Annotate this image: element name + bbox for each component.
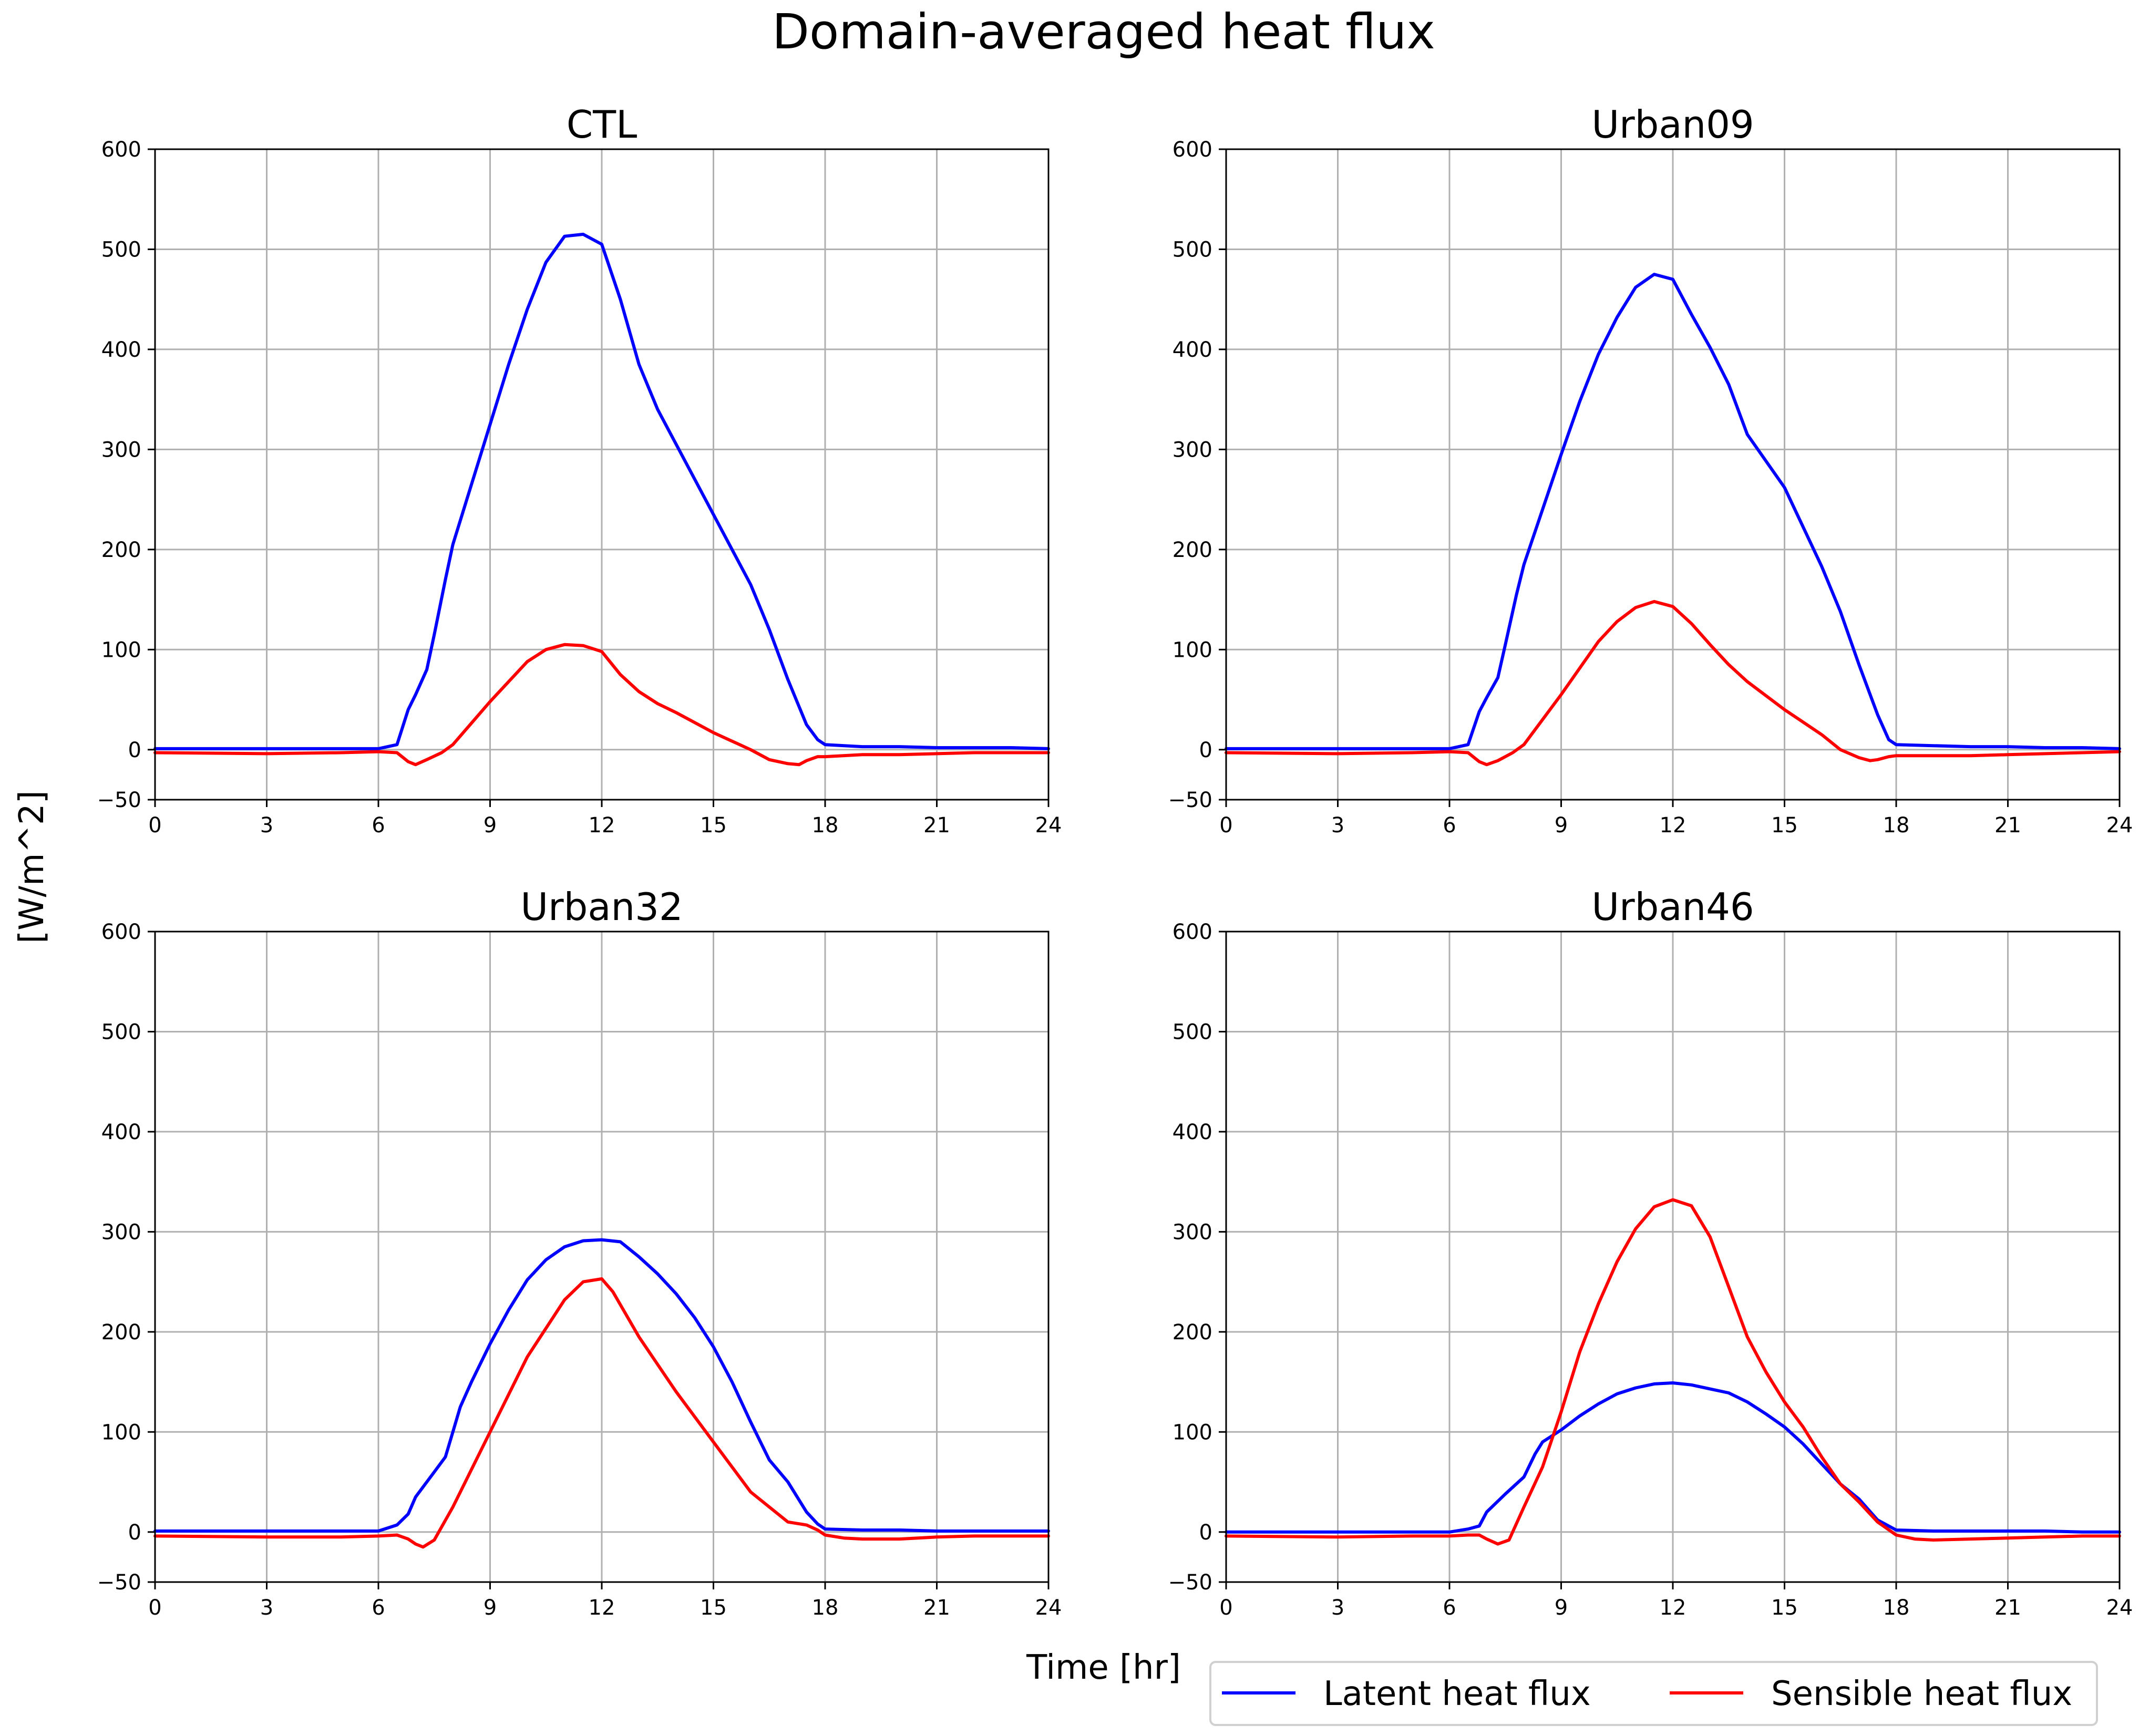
- panel-1: 0 3 6 9 12 15 18 21 24 −50 0 100 200 300 400 500 600 Urba…: [1168, 102, 2133, 838]
- panel-0: 0 3 6 9 12 15 18 21 24 −50 0 100 200 300 400 500 600 CTL: [97, 102, 1062, 838]
- y-tick-label: 200: [101, 538, 141, 562]
- panel-title: Urban09: [1591, 102, 1754, 147]
- y-tick-label: 600: [101, 138, 141, 162]
- legend-label-sensible: Sensible heat flux: [1771, 1675, 2072, 1713]
- x-tick-label: 12: [1660, 1596, 1686, 1620]
- x-tick-label: 0: [148, 813, 161, 838]
- y-tick-label: 300: [101, 438, 141, 462]
- y-tick-label: 100: [1173, 638, 1212, 662]
- x-tick-label: 9: [484, 813, 497, 838]
- panel-title: Urban32: [520, 885, 683, 929]
- legend: Latent heat flux Sensible heat flux: [1209, 1661, 2098, 1726]
- y-tick-label: 100: [101, 1420, 141, 1444]
- x-tick-label: 3: [260, 813, 273, 838]
- series-line-sensible: [1225, 1198, 2121, 1546]
- y-tick-label: 500: [101, 237, 141, 262]
- y-tick-label: −50: [97, 788, 141, 812]
- x-tick-label: 24: [2106, 1596, 2133, 1620]
- y-tick-label: 0: [1199, 1521, 1212, 1545]
- figure-y-axis-label: [W/m^2]: [13, 790, 52, 943]
- x-tick-label: 24: [2106, 813, 2133, 838]
- x-tick-label: 3: [1331, 813, 1344, 838]
- x-tick-label: 21: [1994, 813, 2021, 838]
- x-tick-label: 6: [1443, 813, 1456, 838]
- x-tick-label: 0: [148, 1596, 161, 1620]
- y-tick-label: 300: [101, 1220, 141, 1244]
- y-tick-label: 600: [1173, 920, 1212, 944]
- x-tick-label: 3: [1331, 1596, 1344, 1620]
- y-tick-label: 500: [1173, 1020, 1212, 1044]
- y-tick-label: 400: [1173, 338, 1212, 362]
- legend-frame: [1209, 1661, 2098, 1726]
- y-tick-label: 100: [1173, 1420, 1212, 1444]
- y-tick-label: 600: [1173, 138, 1212, 162]
- x-tick-label: 18: [812, 1596, 839, 1620]
- panel-title: CTL: [567, 102, 637, 147]
- y-tick-label: 100: [101, 638, 141, 662]
- x-tick-label: 21: [1994, 1596, 2021, 1620]
- x-tick-label: 21: [923, 813, 950, 838]
- panels: 0 3 6 9 12 15 18 21 24−500100200300400500600CTL0…: [97, 102, 2133, 1620]
- y-tick-label: −50: [1168, 1570, 1212, 1595]
- x-tick-label: 24: [1035, 813, 1062, 838]
- x-tick-label: 9: [484, 1596, 497, 1620]
- x-tick-label: 9: [1555, 1596, 1568, 1620]
- y-tick-label: 0: [1199, 738, 1212, 762]
- x-tick-label: 12: [589, 813, 615, 838]
- x-tick-label: 0: [1219, 813, 1232, 838]
- y-tick-label: 500: [101, 1020, 141, 1044]
- panel-3: 0 3 6 9 12 15 18 21 24 −50 0 100 200 300 400 500 600 Urba…: [1168, 885, 2133, 1620]
- x-tick-label: 12: [589, 1596, 615, 1620]
- y-tick-label: 400: [101, 338, 141, 362]
- x-tick-label: 9: [1555, 813, 1568, 838]
- figure-x-axis-label: Time [hr]: [1026, 1648, 1181, 1687]
- y-tick-label: −50: [1168, 788, 1212, 812]
- series-line-latent: [153, 1238, 1050, 1533]
- x-tick-label: 24: [1035, 1596, 1062, 1620]
- x-tick-label: 18: [1883, 813, 1910, 838]
- y-tick-label: 400: [101, 1120, 141, 1144]
- x-tick-label: 15: [700, 1596, 727, 1620]
- x-tick-label: 15: [1771, 813, 1798, 838]
- x-tick-label: 15: [700, 813, 727, 838]
- x-tick-label: 18: [1883, 1596, 1910, 1620]
- y-tick-label: 200: [101, 1320, 141, 1345]
- legend-label-latent: Latent heat flux: [1323, 1675, 1591, 1713]
- series-line-latent: [153, 232, 1050, 750]
- x-tick-label: 6: [372, 1596, 385, 1620]
- y-tick-label: 300: [1173, 1220, 1212, 1244]
- y-tick-label: 400: [1173, 1120, 1212, 1144]
- y-tick-label: 0: [128, 738, 141, 762]
- y-tick-label: −50: [97, 1570, 141, 1595]
- y-tick-label: 300: [1173, 438, 1212, 462]
- x-tick-label: 3: [260, 1596, 273, 1620]
- x-tick-label: 15: [1771, 1596, 1798, 1620]
- x-tick-label: 12: [1660, 813, 1686, 838]
- x-tick-label: 21: [923, 1596, 950, 1620]
- y-tick-label: 600: [101, 920, 141, 944]
- series-line-latent: [1225, 1381, 2121, 1534]
- y-tick-label: 0: [128, 1521, 141, 1545]
- y-tick-label: 200: [1173, 1320, 1212, 1345]
- x-tick-label: 6: [372, 813, 385, 838]
- x-tick-label: 0: [1219, 1596, 1232, 1620]
- series-line-sensible: [153, 643, 1050, 767]
- x-tick-label: 18: [812, 813, 839, 838]
- series-line-sensible: [1225, 600, 2121, 767]
- figure-title: Domain-averaged heat flux: [772, 4, 1435, 60]
- panel-2: 0 3 6 9 12 15 18 21 24 −50 0 100 200 300 400 500 600 Urba…: [97, 885, 1062, 1620]
- series-line-sensible: [153, 1277, 1050, 1549]
- y-tick-label: 200: [1173, 538, 1212, 562]
- x-tick-label: 6: [1443, 1596, 1456, 1620]
- series-line-latent: [1225, 273, 2121, 750]
- panel-title: Urban46: [1591, 885, 1754, 929]
- y-tick-label: 500: [1173, 237, 1212, 262]
